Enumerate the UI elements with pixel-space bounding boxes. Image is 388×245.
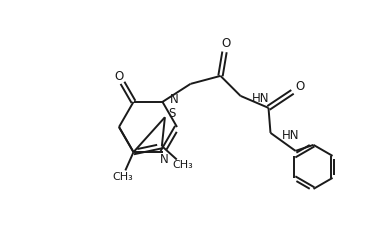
- Text: N: N: [170, 93, 178, 106]
- Text: HN: HN: [251, 92, 269, 105]
- Text: O: O: [114, 70, 124, 83]
- Text: CH₃: CH₃: [112, 172, 133, 182]
- Text: O: O: [295, 80, 304, 93]
- Text: S: S: [168, 107, 175, 120]
- Text: O: O: [222, 37, 231, 50]
- Text: HN: HN: [282, 129, 299, 142]
- Text: CH₃: CH₃: [172, 160, 193, 170]
- Text: N: N: [160, 153, 169, 166]
